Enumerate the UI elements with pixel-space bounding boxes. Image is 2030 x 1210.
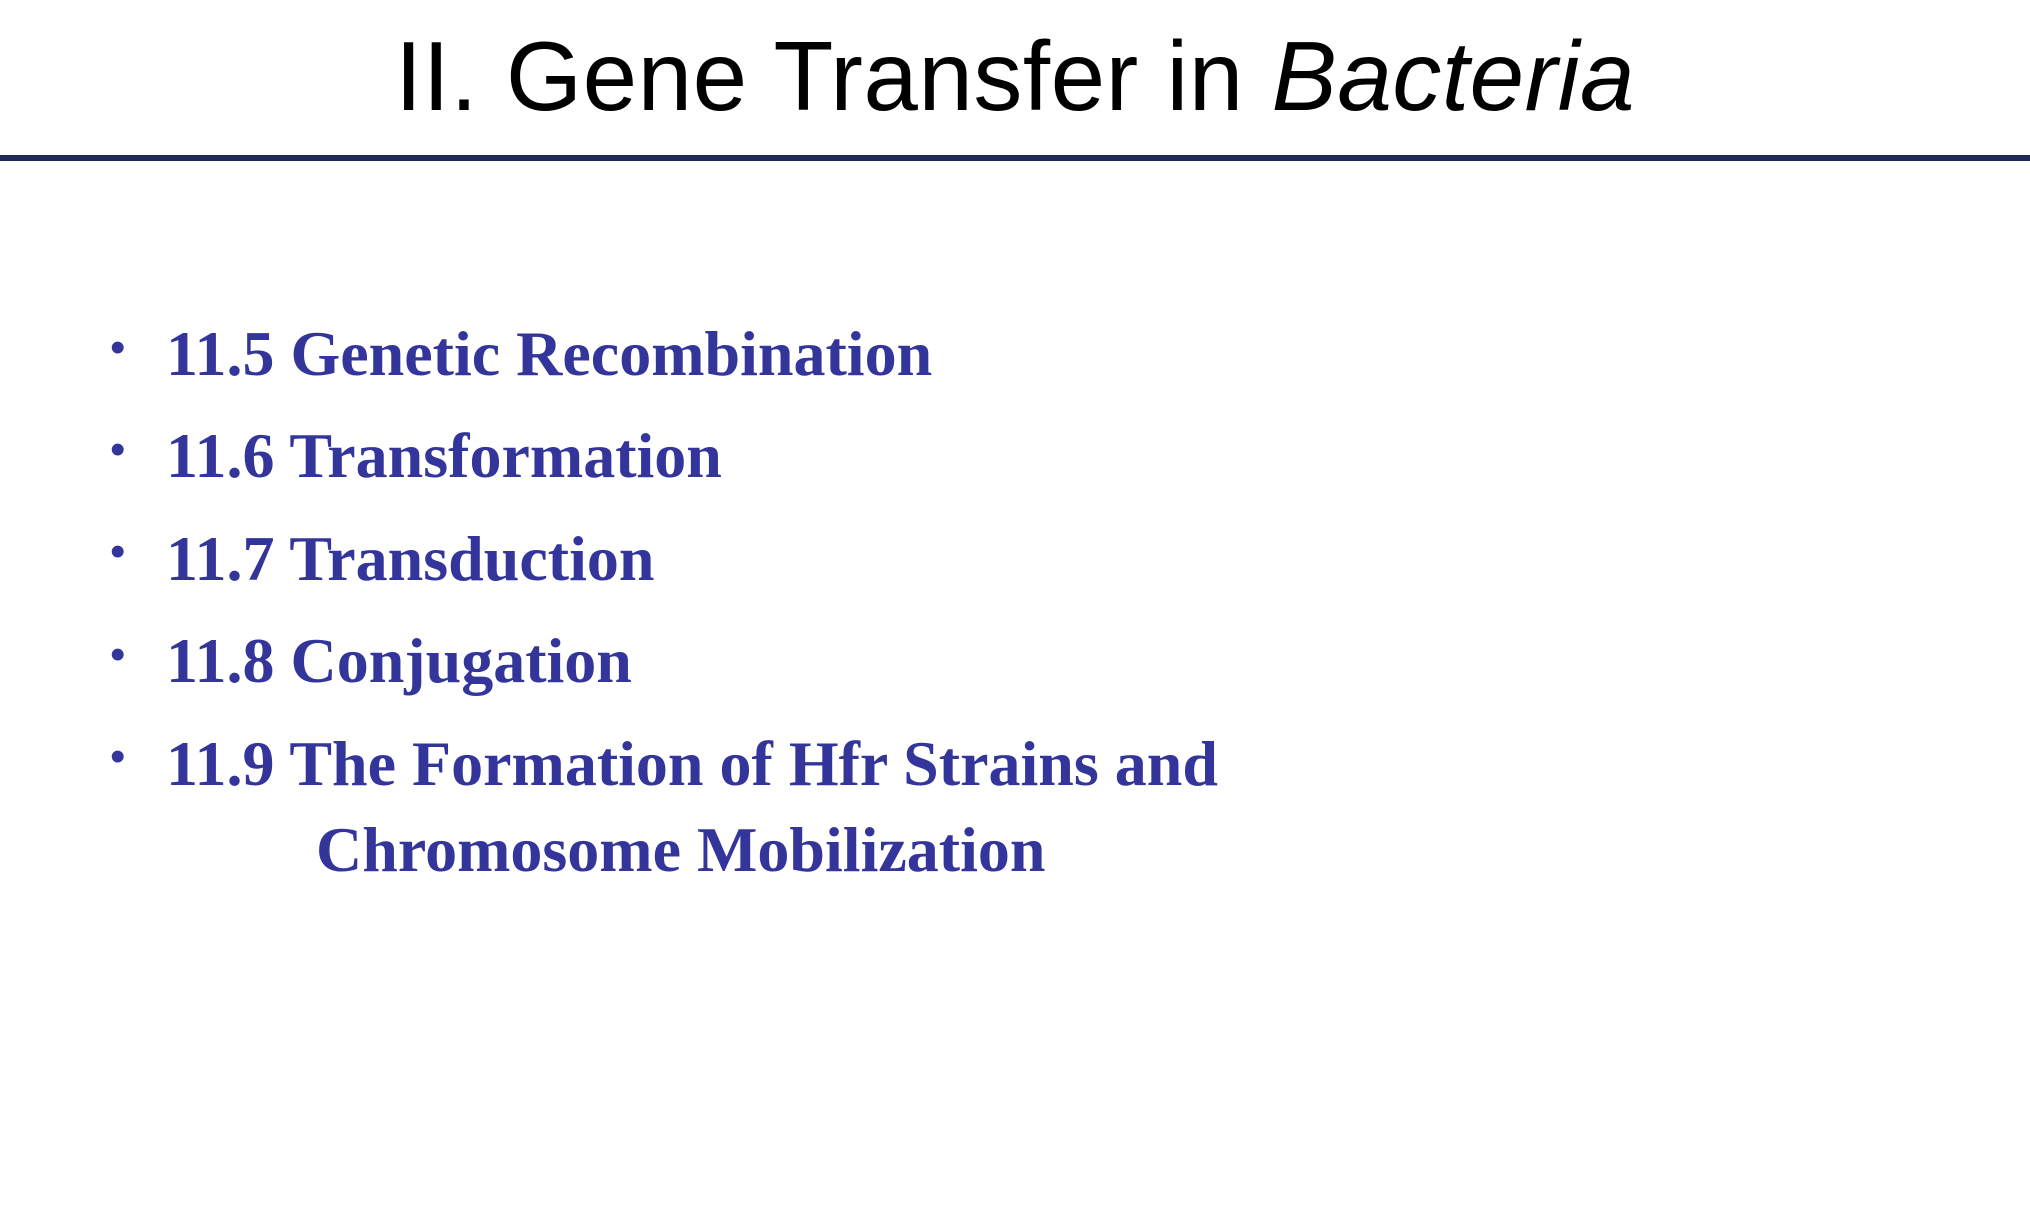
bullet-continuation: Chromosome Mobilization [166,807,2030,893]
bullet-text: 11.9 The Formation of Hfr Strains and [166,728,1218,799]
list-item: 11.6 Transformation [110,413,2030,499]
bullet-text: 11.7 Transduction [166,523,654,594]
slide-title: II. Gene Transfer in Bacteria [395,21,1635,131]
bullet-text: 11.6 Transformation [166,420,722,491]
title-wrap: II. Gene Transfer in Bacteria [0,0,2030,133]
bullet-text: 11.8 Conjugation [166,625,632,696]
list-item: 11.5 Genetic Recombination [110,311,2030,397]
content-area: 11.5 Genetic Recombination 11.6 Transfor… [0,161,2030,893]
title-prefix: II. Gene Transfer in [395,21,1272,131]
slide: II. Gene Transfer in Bacteria 11.5 Genet… [0,0,2030,1210]
list-item: 11.9 The Formation of Hfr Strains and Ch… [110,721,2030,894]
list-item: 11.8 Conjugation [110,618,2030,704]
title-italic: Bacteria [1272,21,1636,131]
bullet-text: 11.5 Genetic Recombination [166,318,932,389]
list-item: 11.7 Transduction [110,516,2030,602]
bullet-list: 11.5 Genetic Recombination 11.6 Transfor… [110,311,2030,893]
